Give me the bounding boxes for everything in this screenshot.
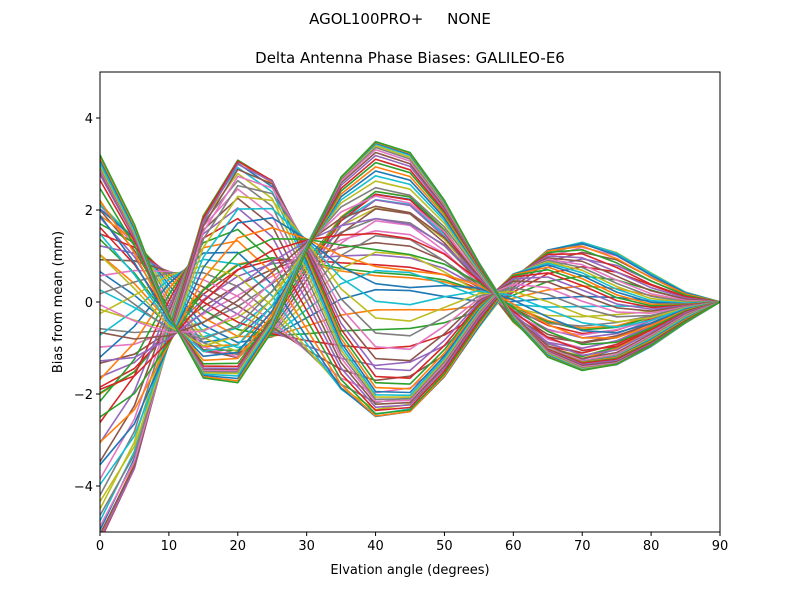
series-line-49 [100, 207, 720, 486]
y-tick-label: 4 [85, 112, 93, 127]
x-tick-label: 90 [712, 539, 729, 554]
series-line-52 [100, 238, 720, 418]
series-line-72 [100, 140, 720, 384]
x-tick-label: 20 [230, 539, 247, 554]
series-line-25 [100, 251, 720, 382]
series-line-44 [102, 163, 720, 532]
x-tick-label: 0 [96, 539, 104, 554]
y-tick-label: −2 [74, 388, 93, 403]
series-line-51 [100, 227, 720, 443]
series-line-32 [100, 228, 720, 415]
series-line-55 [100, 205, 720, 360]
series-line-50 [100, 217, 720, 466]
series-line-48 [100, 195, 720, 503]
y-axis: −4 −2 0 2 4 [74, 112, 100, 495]
series-line-47 [100, 184, 720, 516]
series-line-4 [100, 254, 720, 378]
x-tick-label: 60 [505, 539, 522, 554]
series-line-54 [100, 217, 720, 362]
series-line-63 [100, 158, 720, 368]
x-axis: 0 10 20 30 40 50 60 70 80 90 [96, 532, 728, 554]
y-tick-label: 0 [85, 296, 93, 311]
series-line-45 [100, 168, 720, 532]
x-tick-label: 40 [367, 539, 384, 554]
series-line-43 [103, 160, 720, 532]
y-axis-label: Bias from mean (mm) [51, 231, 66, 373]
y-tick-label: −4 [74, 480, 93, 495]
series-line-56 [100, 195, 720, 362]
chart-suptitle: AGOL100PRO+ NONE [309, 10, 491, 28]
x-tick-label: 70 [574, 539, 591, 554]
series-line-61 [100, 166, 720, 364]
series-line-15 [100, 208, 720, 359]
x-tick-label: 10 [161, 539, 178, 554]
x-tick-label: 30 [298, 539, 315, 554]
series-line-42 [103, 159, 720, 532]
x-axis-label: Elvation angle (degrees) [330, 563, 489, 578]
x-tick-label: 80 [643, 539, 660, 554]
y-tick-label: 2 [85, 204, 93, 219]
series-line-24 [100, 245, 720, 367]
series-line-35 [100, 197, 720, 463]
series-line-53 [100, 232, 720, 391]
x-tick-label: 50 [436, 539, 453, 554]
series-line-62 [100, 161, 720, 365]
chart-title: Delta Antenna Phase Biases: GALILEO-E6 [255, 49, 565, 67]
series-layer [100, 140, 720, 532]
series-line-46 [100, 175, 720, 527]
